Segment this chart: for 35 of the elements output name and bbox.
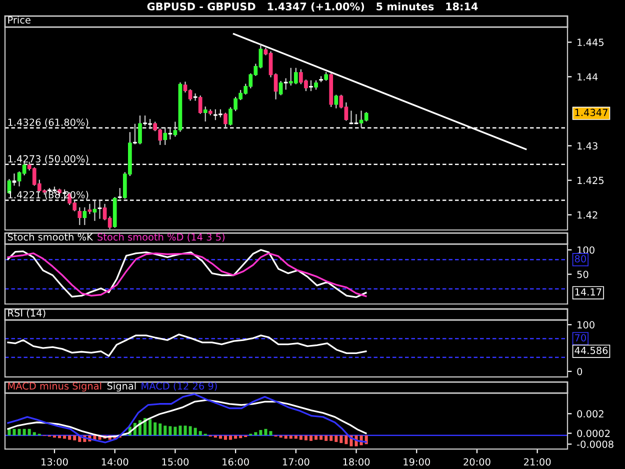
text: 14.17 <box>575 288 602 296</box>
chart-title: GBPUSD - GBPUSD 1.4347 (+1.00%) 5 minutes 18:14 <box>147 2 478 12</box>
y-tick-label: 100 <box>578 321 594 328</box>
y-tick-label: 0 <box>577 368 582 376</box>
text: RSI (14) <box>8 309 46 318</box>
y-tick-label: 0.0002 <box>577 430 610 438</box>
y-tick-label: -0.0008 <box>577 440 614 448</box>
ref-line-label: 80 <box>574 255 586 262</box>
x-tick-label: 19:00 <box>404 458 430 466</box>
x-tick-label: 13:00 <box>42 458 68 466</box>
x-tick-label: 17:00 <box>282 458 310 466</box>
series-label: Stoch smooth %K <box>8 233 94 241</box>
y-tick-label: 0.002 <box>577 410 604 418</box>
ref-line-label: 1.4273 (50.00%) <box>8 155 88 164</box>
series-label: MACD (12 26 9) <box>142 382 217 391</box>
y-tick-label: 1.44 <box>578 73 598 80</box>
ref-line-label: 1.4326 (61.80%) <box>8 118 88 128</box>
ref-line-label: 70 <box>575 334 586 342</box>
x-tick-label: 20:00 <box>464 458 490 466</box>
text: 44.586 <box>574 346 608 354</box>
y-tick-label: 1.43 <box>578 142 598 150</box>
text: MACD minus Signal <box>8 382 102 392</box>
y-tick-label: 1.42 <box>578 211 598 218</box>
text: 1.4347 <box>575 108 608 116</box>
x-tick-label: 14:00 <box>102 458 128 466</box>
x-tick-label: 15:00 <box>162 458 189 466</box>
x-tick-label: 21:00 <box>524 458 551 466</box>
y-tick-label: 1.425 <box>578 176 604 184</box>
text: Signal <box>107 382 136 392</box>
x-tick-label: 18:00 <box>343 458 370 466</box>
y-tick-label: 50 <box>577 270 588 278</box>
y-tick-label: 1.445 <box>578 38 604 46</box>
x-tick-label: 16:00 <box>222 458 249 466</box>
series-label: Stoch smooth %D (14 3 5) <box>98 233 225 242</box>
chart-subtitle: Price <box>8 16 30 24</box>
